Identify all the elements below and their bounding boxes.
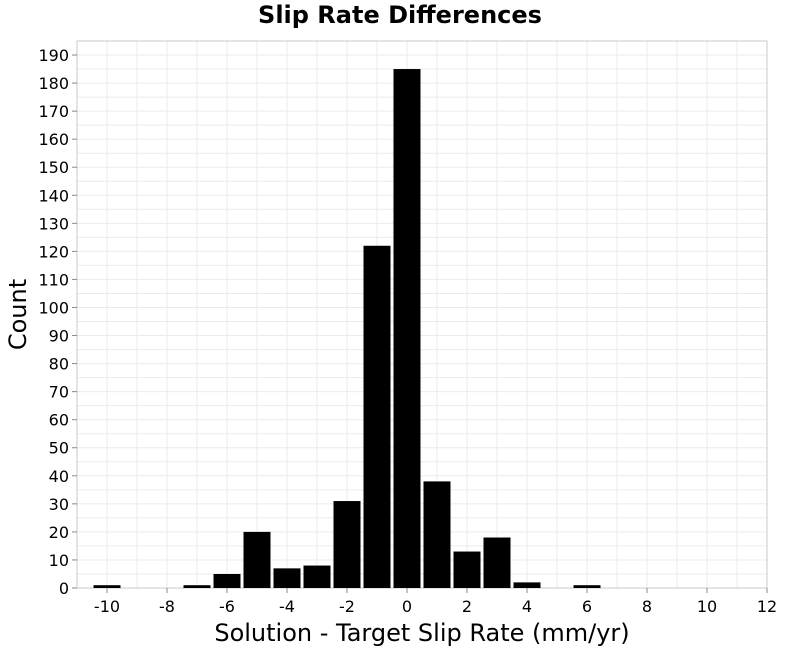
y-tick-label: 90: [49, 327, 69, 346]
plot-area: [76, 40, 768, 589]
y-tick-label: 0: [59, 579, 69, 598]
x-tick-label: 0: [402, 597, 412, 616]
x-tick-label: 12: [757, 597, 777, 616]
x-tick-label: 6: [582, 597, 592, 616]
x-tick-label: -8: [159, 597, 175, 616]
histogram-bar: [573, 585, 601, 588]
histogram-bar: [93, 585, 121, 588]
y-tick-label: 20: [49, 523, 69, 542]
x-tick-label: 2: [462, 597, 472, 616]
x-tick-label: 10: [697, 597, 717, 616]
histogram-bar: [183, 585, 211, 588]
histogram-bar: [303, 565, 331, 588]
histogram-bar: [333, 501, 361, 588]
y-tick-label: 170: [38, 102, 69, 121]
histogram-bar: [213, 573, 241, 588]
y-tick-label: 130: [38, 214, 69, 233]
y-tick-label: 70: [49, 383, 69, 402]
chart-title: Slip Rate Differences: [258, 1, 542, 29]
axes: [72, 54, 768, 593]
y-tick-label: 140: [38, 186, 69, 205]
histogram-bar: [273, 568, 301, 588]
y-tick-label: 180: [38, 74, 69, 93]
x-tick-label: -2: [339, 597, 355, 616]
x-axis-label: Solution - Target Slip Rate (mm/yr): [214, 619, 629, 647]
histogram-bar: [423, 481, 451, 588]
y-tick-label: 30: [49, 495, 69, 514]
y-tick-label: 150: [38, 158, 69, 177]
histogram-bar: [513, 582, 541, 588]
grid-lines: [76, 40, 768, 589]
histogram-bar: [393, 69, 421, 589]
y-tick-label: 60: [49, 411, 69, 430]
x-tick-label: -10: [94, 597, 120, 616]
histogram-bar: [483, 537, 511, 588]
y-tick-label: 10: [49, 551, 69, 570]
y-axis-label: Count: [4, 279, 32, 350]
y-tick-label: 190: [38, 46, 69, 65]
y-tick-label: 50: [49, 439, 69, 458]
x-tick-label: -4: [279, 597, 295, 616]
x-tick-label: 8: [642, 597, 652, 616]
x-tick-label: -6: [219, 597, 235, 616]
bars: [93, 69, 601, 589]
y-tick-label: 80: [49, 355, 69, 374]
histogram-bar: [453, 551, 481, 588]
y-tick-label: 160: [38, 130, 69, 149]
histogram-bar: [363, 245, 391, 588]
x-tick-label: 4: [522, 597, 532, 616]
y-tick-label: 120: [38, 242, 69, 261]
tick-labels: -10 -8 -6 -4 -2 0 2 4 6 8 10 1201020304050607080901…: [38, 46, 777, 616]
y-tick-label: 110: [38, 270, 69, 289]
histogram-bar: [243, 531, 271, 588]
y-tick-label: 100: [38, 298, 69, 317]
y-tick-label: 40: [49, 467, 69, 486]
